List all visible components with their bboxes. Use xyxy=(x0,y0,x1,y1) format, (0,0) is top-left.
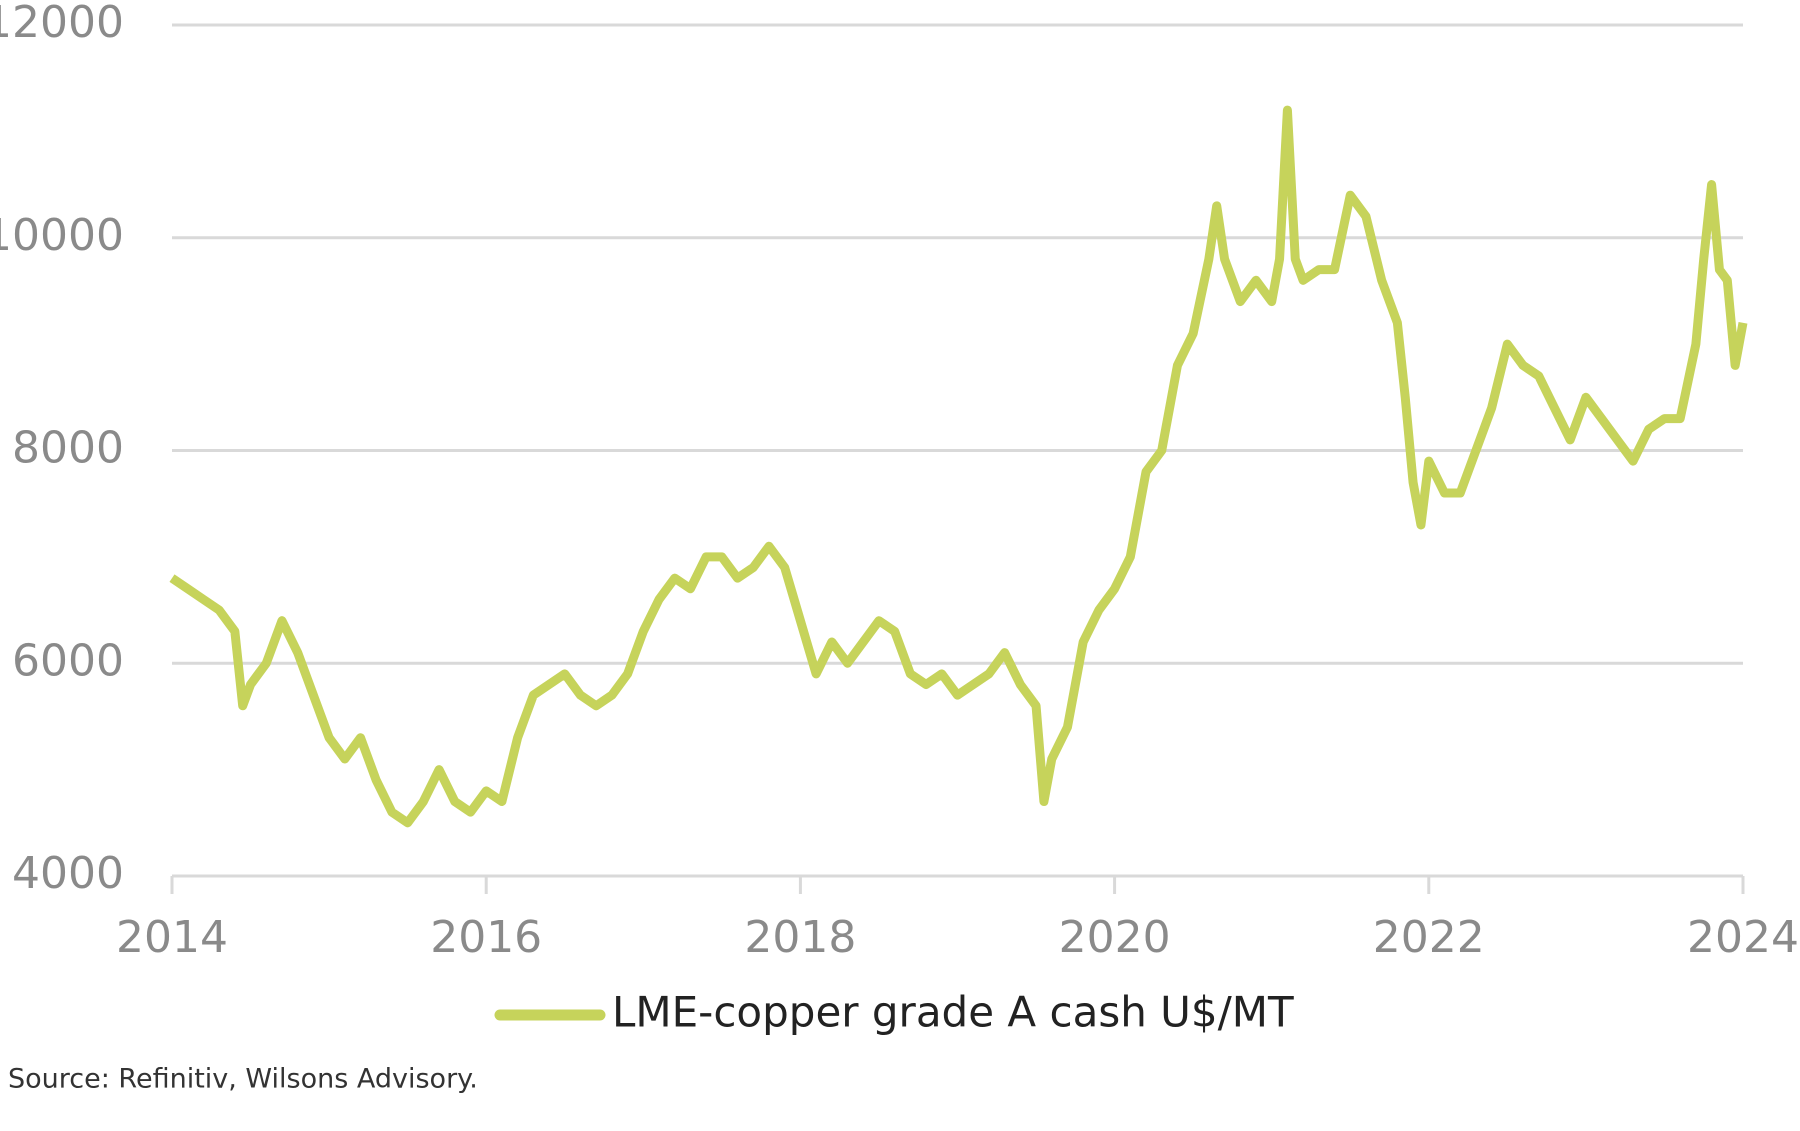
x-tick-label: 2024 xyxy=(1687,912,1799,963)
x-tick-label: 2020 xyxy=(1059,912,1171,963)
legend-label: LME-copper grade A cash U$/MT xyxy=(612,988,1294,1037)
data-line xyxy=(169,105,1748,828)
source-note: Source: Refinitiv, Wilsons Advisory. xyxy=(8,1064,478,1095)
x-tick-label: 2014 xyxy=(116,912,228,963)
y-tick-label: 8000 xyxy=(12,423,124,474)
y-tick-label: 6000 xyxy=(12,635,124,686)
y-tick-label: 4000 xyxy=(12,848,124,899)
x-tick-label: 2018 xyxy=(744,912,856,963)
y-tick-label: 10000 xyxy=(0,210,124,261)
y-tick-label: 12000 xyxy=(0,0,124,48)
x-tick-label: 2016 xyxy=(430,912,542,963)
x-tick-label: 2022 xyxy=(1373,912,1485,963)
